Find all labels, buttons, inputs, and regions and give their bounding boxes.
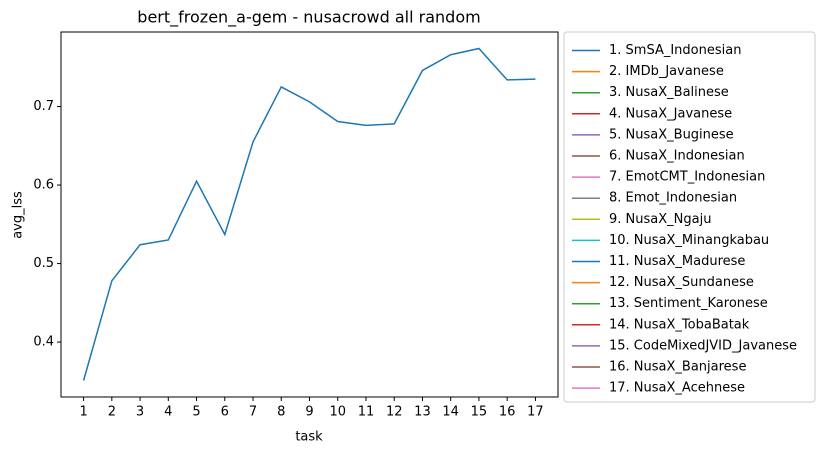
legend-label: 17. NusaX_Acehnese — [609, 381, 745, 396]
legend-label: 9. NusaX_Ngaju — [609, 212, 711, 227]
x-tick-label: 4 — [164, 405, 172, 420]
legend-label: 16. NusaX_Banjarese — [609, 360, 746, 375]
x-tick-label: 6 — [221, 405, 229, 420]
legend-box — [563, 31, 816, 403]
legend-label: 3. NusaX_Balinese — [609, 85, 729, 100]
legend-label: 6. NusaX_Indonesian — [609, 149, 745, 164]
y-tick-label: 0.4 — [33, 335, 54, 350]
x-tick-label: 1 — [79, 405, 87, 420]
x-tick-label: 11 — [358, 405, 375, 420]
y-tick-label: 0.5 — [33, 256, 54, 271]
x-tick-label: 7 — [249, 405, 257, 420]
legend-label: 10. NusaX_Minangkabau — [609, 233, 769, 248]
plot-frame — [60, 31, 559, 398]
legend-label: 4. NusaX_Javanese — [609, 106, 732, 121]
y-tick-label: 0.7 — [33, 99, 54, 114]
y-tick-label: 0.6 — [33, 178, 54, 193]
x-tick-label: 16 — [499, 405, 516, 420]
legend-label: 13. Sentiment_Karonese — [609, 296, 768, 311]
x-tick-label: 3 — [136, 405, 144, 420]
legend-label: 11. NusaX_Madurese — [609, 254, 745, 269]
legend-label: 5. NusaX_Buginese — [609, 127, 734, 142]
x-tick-label: 13 — [414, 405, 431, 420]
x-tick-label: 9 — [305, 405, 313, 420]
legend-label: 12. NusaX_Sundanese — [609, 275, 754, 290]
x-tick-label: 15 — [471, 405, 488, 420]
legend-label: 14. NusaX_TobaBatak — [609, 317, 750, 332]
legend-label: 8. Emot_Indonesian — [609, 191, 737, 206]
x-tick-label: 2 — [108, 405, 116, 420]
legend-label: 15. CodeMixedJVID_Javanese — [609, 338, 797, 353]
data-line — [82, 47, 536, 381]
chart-title: bert_frozen_a-gem - nusacrowd all random — [137, 8, 480, 28]
x-tick-label: 5 — [192, 405, 200, 420]
legend-label: 2. IMDb_Javanese — [609, 64, 724, 79]
legend-label: 7. EmotCMT_Indonesian — [609, 170, 765, 185]
y-axis-label: avg_lss — [11, 191, 26, 239]
x-tick-label: 10 — [329, 405, 346, 420]
x-tick-label: 8 — [277, 405, 285, 420]
x-tick-label: 17 — [527, 405, 544, 420]
legend-label: 1. SmSA_Indonesian — [609, 43, 741, 58]
x-tick-label: 14 — [442, 405, 459, 420]
x-axis-label: task — [295, 430, 323, 445]
x-tick-label: 12 — [386, 405, 403, 420]
